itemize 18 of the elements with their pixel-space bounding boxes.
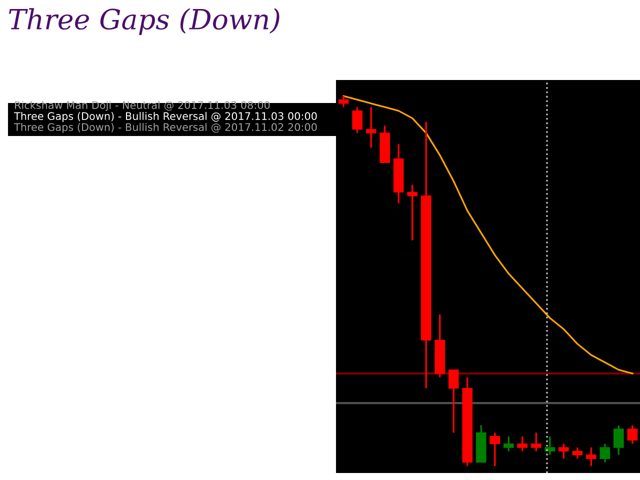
candlestick — [586, 446, 596, 467]
candlestick — [407, 184, 418, 242]
candlestick — [627, 424, 638, 445]
candlestick — [352, 106, 362, 134]
text: Rickshaw Man Doji - Neutral @ 2017.11.03 08:00 — [15, 100, 270, 112]
candlestick — [366, 106, 376, 149]
candlestick — [600, 442, 610, 464]
candlestick — [490, 432, 500, 467]
chart-title: Three Gaps (Down) — [8, 8, 280, 36]
candlestick — [530, 432, 542, 452]
candlestick — [448, 368, 459, 434]
text: Three Gaps (Down) - Bullish Reversal @ 2017.11.03 00:00 — [14, 112, 317, 122]
candlestick — [544, 436, 556, 456]
candlestick — [517, 436, 528, 452]
candlestick — [558, 442, 569, 460]
text: Three Gaps (Down) - Bullish Reversal @ 2017.11.02 20:00 — [14, 122, 317, 134]
candlestick — [503, 436, 514, 452]
candlestick — [614, 424, 624, 456]
